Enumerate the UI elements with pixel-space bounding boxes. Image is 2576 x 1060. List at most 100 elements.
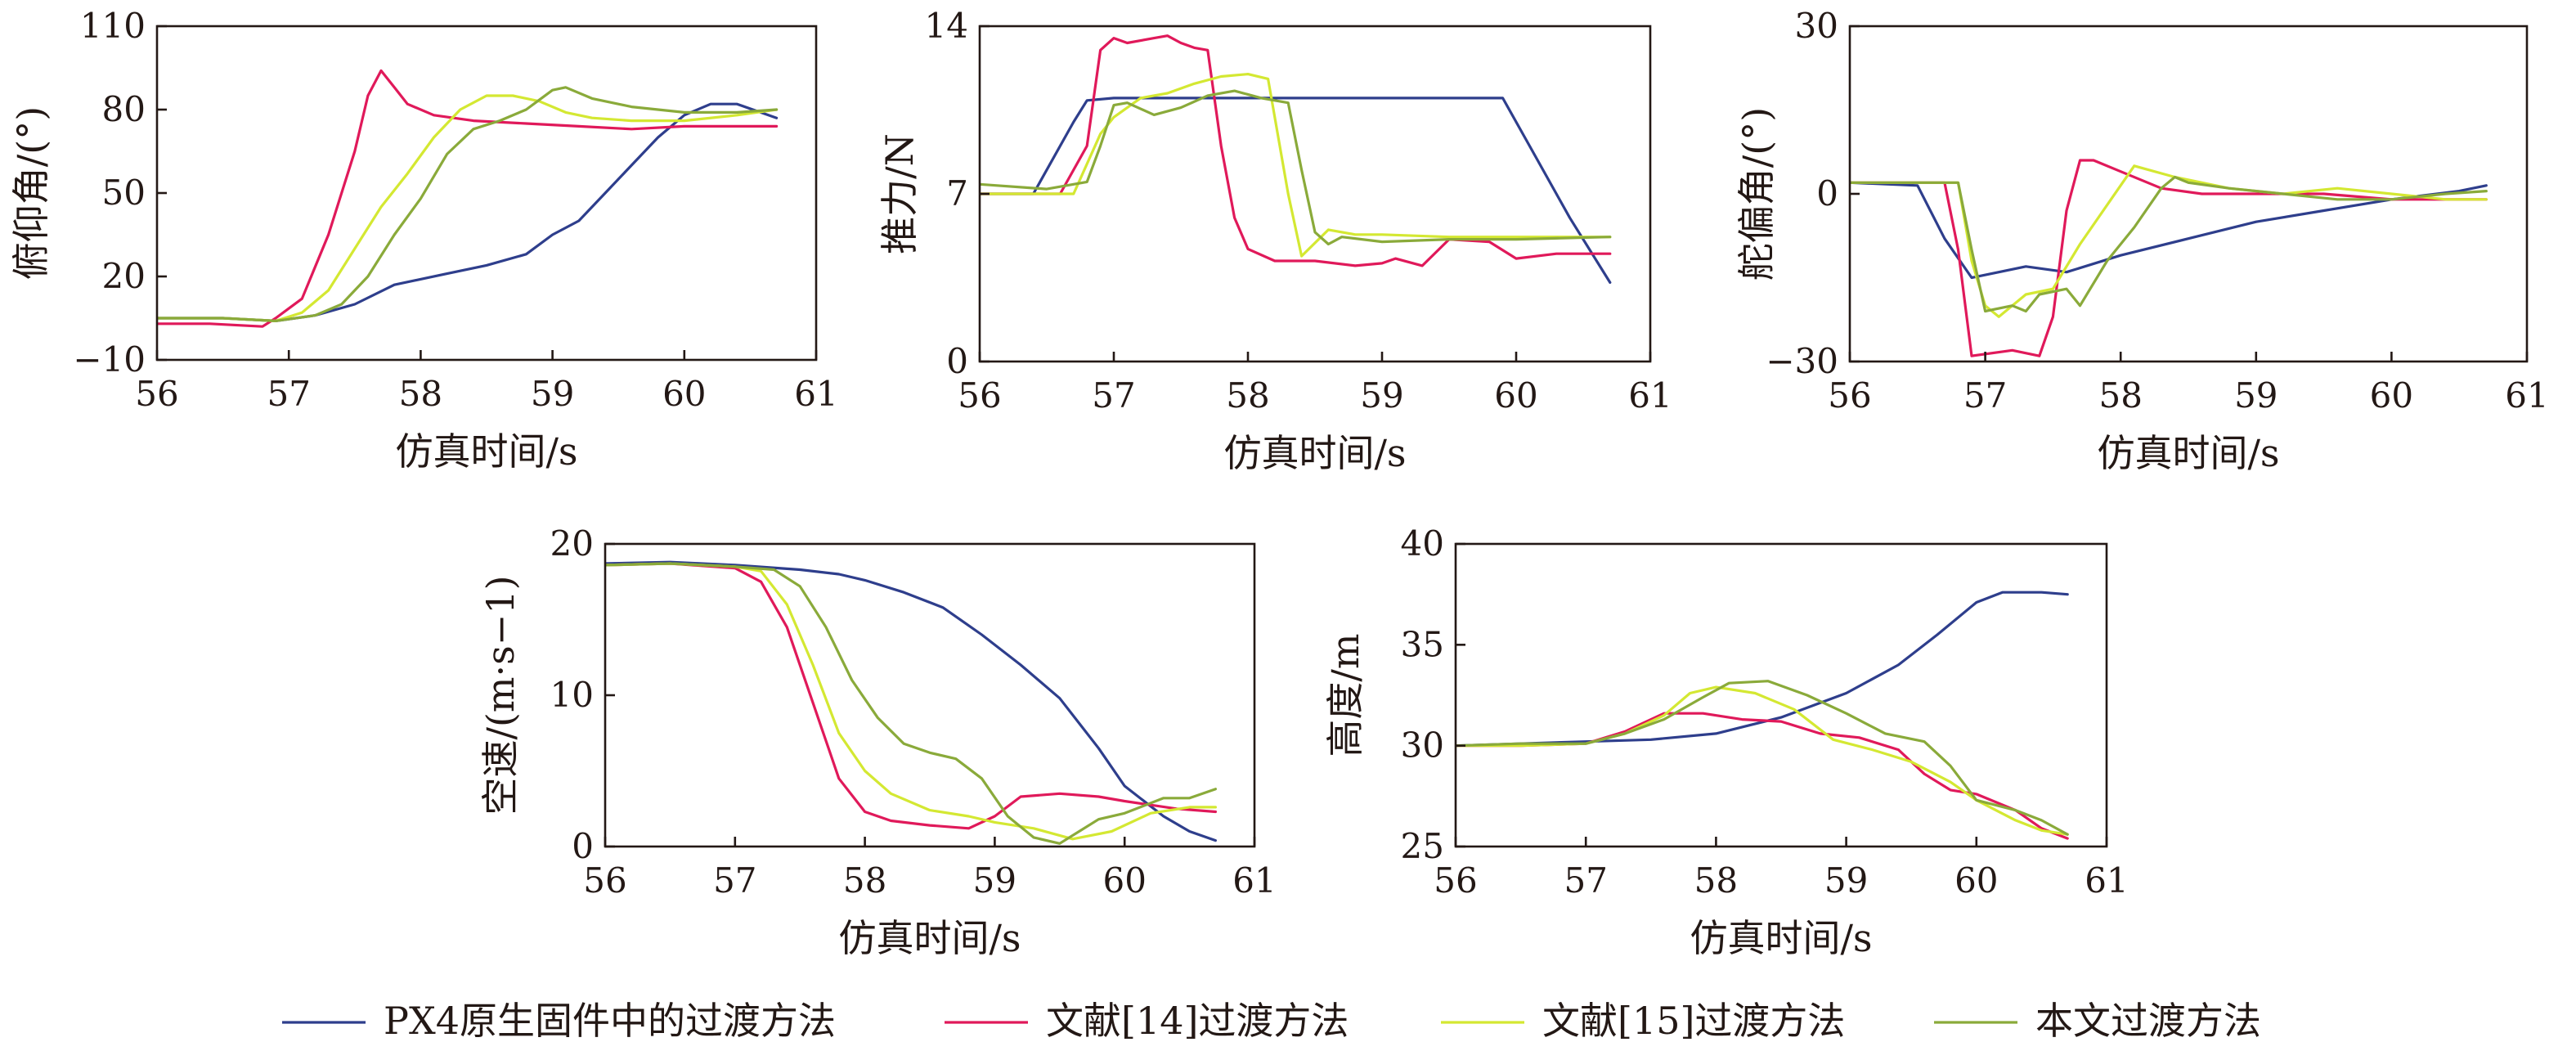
x-tick-label: 61 <box>794 374 837 414</box>
x-tick-label: 58 <box>843 860 886 901</box>
x-axis-label: 仿真时间/s <box>2097 431 2279 475</box>
y-tick-label: 40 <box>1401 523 1444 564</box>
y-tick-label: 0 <box>946 341 968 381</box>
y-tick-label: 110 <box>80 6 146 46</box>
x-tick-label: 59 <box>973 860 1016 901</box>
x-tick-label: 57 <box>267 374 310 414</box>
legend-item: 本文过渡方法 <box>1934 999 2261 1043</box>
series-line-4 <box>1456 680 2069 836</box>
series-lines <box>1850 159 2488 357</box>
series-line-1 <box>605 560 1218 842</box>
series-line-4 <box>157 86 779 322</box>
y-tick-label: 0 <box>1816 173 1838 213</box>
x-tick-label: 57 <box>713 860 756 901</box>
x-tick-label: 61 <box>2085 860 2128 901</box>
x-tick-label: 60 <box>1102 860 1146 901</box>
legend-item: 文献[14]过渡方法 <box>945 999 1349 1043</box>
x-tick-label: 59 <box>1360 375 1403 415</box>
x-tick-label: 56 <box>1434 860 1477 901</box>
series-line-2 <box>980 34 1612 267</box>
series-line-1 <box>980 97 1612 284</box>
series-line-3 <box>605 562 1218 841</box>
series-line-3 <box>980 72 1612 258</box>
series-line-4 <box>1850 175 2488 313</box>
rudder-chart: 56 57 58 59 60 61 −30 0 30 仿真时间/s 舵偏角/(°) <box>1735 6 2549 475</box>
x-tick-label: 59 <box>1824 860 1868 901</box>
plot-frame <box>978 25 1652 363</box>
x-tick-label: 56 <box>135 374 178 414</box>
y-tick-label: 14 <box>925 6 968 46</box>
legend-label: 文献[14]过渡方法 <box>1046 999 1349 1043</box>
series-line-1 <box>1456 591 2069 748</box>
y-axis-label: 空速/(m·s−1) <box>478 575 523 815</box>
x-tick-label: 60 <box>1494 375 1537 415</box>
x-tick-label: 56 <box>583 860 626 901</box>
altitude-chart: 56 57 58 59 60 61 25 30 35 40 仿真时间/s 高度/m <box>1323 523 2129 960</box>
series-lines <box>980 34 1612 284</box>
thrust-chart: 56 57 58 59 60 61 0 7 14 仿真时间/s 推力/N <box>877 6 1672 475</box>
series-lines <box>1456 591 2069 840</box>
plot-frame <box>1454 542 2108 848</box>
legend-label: 文献[15]过渡方法 <box>1542 999 1845 1043</box>
series-line-2 <box>605 562 1218 830</box>
x-tick-label: 58 <box>2098 375 2142 415</box>
legend-label: 本文过渡方法 <box>2035 999 2261 1043</box>
y-tick-label: 30 <box>1401 725 1444 766</box>
x-tick-label: 56 <box>958 375 1001 415</box>
x-tick-label: 57 <box>1564 860 1607 901</box>
y-tick-label: 0 <box>572 826 594 866</box>
x-tick-label: 57 <box>1092 375 1135 415</box>
y-tick-label: 20 <box>102 256 146 296</box>
y-tick-label: 25 <box>1401 826 1444 866</box>
x-tick-label: 58 <box>399 374 442 414</box>
series-line-4 <box>980 89 1612 246</box>
legend-item: 文献[15]过渡方法 <box>1441 999 1845 1043</box>
pitch-chart: 56 57 58 59 60 61 −10 20 50 80 110 仿真时间/s 俯仰角/(°) <box>9 6 838 474</box>
x-axis-label: 仿真时间/s <box>838 916 1021 960</box>
x-axis-label: 仿真时间/s <box>1223 431 1406 475</box>
y-tick-label: −10 <box>73 339 146 380</box>
x-tick-label: 60 <box>2370 375 2413 415</box>
y-tick-label: 80 <box>102 89 146 129</box>
x-tick-label: 58 <box>1694 860 1738 901</box>
series-line-3 <box>157 94 779 322</box>
airspeed-chart: 56 57 58 59 60 61 0 10 20 仿真时间/s 空速/(m·s−1) <box>478 523 1277 960</box>
x-tick-label: 61 <box>1628 375 1672 415</box>
y-tick-label: 30 <box>1795 6 1838 46</box>
series-line-2 <box>1456 712 2069 840</box>
y-axis-label: 推力/N <box>877 133 922 254</box>
series-line-2 <box>1850 159 2488 357</box>
y-tick-label: 20 <box>550 523 594 564</box>
plot-frame <box>1848 25 2529 363</box>
series-lines <box>157 69 779 328</box>
y-axis-label: 舵偏角/(°) <box>1735 107 1779 281</box>
series-lines <box>605 560 1218 845</box>
x-tick-label: 61 <box>2505 375 2548 415</box>
x-axis-label: 仿真时间/s <box>395 429 577 474</box>
legend-item: PX4原生固件中的过渡方法 <box>282 999 836 1043</box>
x-tick-label: 58 <box>1226 375 1269 415</box>
x-tick-label: 59 <box>531 374 574 414</box>
y-tick-label: 35 <box>1401 624 1444 664</box>
x-tick-label: 60 <box>662 374 706 414</box>
x-axis-label: 仿真时间/s <box>1690 916 1872 960</box>
y-tick-label: −30 <box>1766 341 1838 381</box>
series-line-3 <box>1456 685 2069 836</box>
y-tick-label: 10 <box>550 675 594 715</box>
series-line-4 <box>605 562 1218 845</box>
x-tick-label: 57 <box>1963 375 2007 415</box>
y-axis-label: 高度/m <box>1323 633 1367 757</box>
y-tick-label: 7 <box>946 173 968 213</box>
legend-label: PX4原生固件中的过渡方法 <box>384 999 836 1043</box>
plot-frame <box>155 25 818 362</box>
x-tick-label: 56 <box>1828 375 1871 415</box>
series-line-2 <box>157 69 779 328</box>
series-line-1 <box>1850 181 2488 280</box>
legend: PX4原生固件中的过渡方法 文献[14]过渡方法 文献[15]过渡方法 本文过渡方法 <box>282 999 2261 1043</box>
y-tick-label: 50 <box>102 173 146 213</box>
x-tick-label: 59 <box>2234 375 2278 415</box>
x-tick-label: 61 <box>1232 860 1276 901</box>
x-tick-label: 60 <box>1954 860 1998 901</box>
